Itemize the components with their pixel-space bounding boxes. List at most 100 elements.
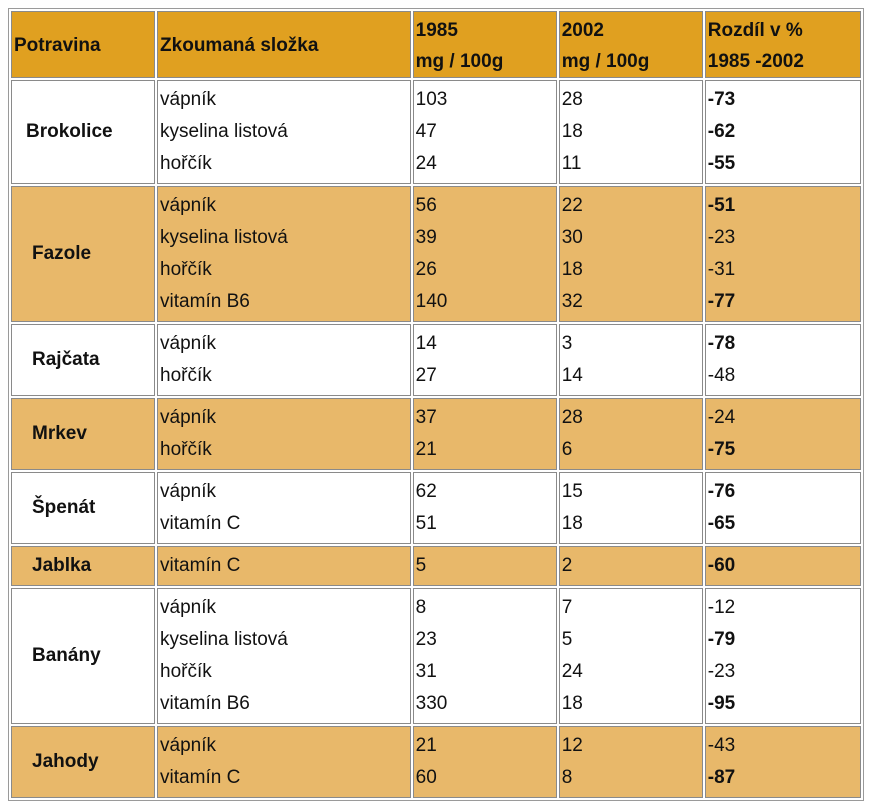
value-1985-value: 23 (415, 629, 437, 650)
diff-value: -73 (707, 89, 736, 110)
value-1985-value: 21 (415, 439, 437, 460)
value-1985-cell: 5 (412, 546, 557, 586)
component-value: kyselina listová (160, 227, 288, 248)
value-2002-cell: 28 6 (558, 398, 703, 470)
value-1985-cell: 37 21 (412, 398, 557, 470)
table-row: Banány vápník kyselina listová hořčík vitamí… (11, 588, 861, 724)
value-2002-cell: 15 18 (558, 472, 703, 544)
diff-cell: -43 -87 (704, 726, 861, 798)
diff-cell: -60 (704, 546, 861, 586)
food-name: Brokolice (11, 80, 156, 184)
value-1985-cell: 14 27 (412, 324, 557, 396)
diff-cell: -73 -62 -55 (704, 80, 861, 184)
component-cell: vápník hořčík (157, 398, 411, 470)
food-name-label: Jablka (32, 555, 92, 576)
value-2002-value: 11 (561, 153, 582, 174)
diff-value: -12 (707, 597, 736, 618)
value-2002-value: 2 (561, 555, 573, 576)
value-1985-value: 14 (415, 333, 437, 354)
diff-value: -24 (707, 407, 736, 428)
food-name: Banány (11, 588, 156, 724)
value-2002-value: 32 (561, 291, 583, 312)
component-value: vápník (160, 89, 217, 110)
component-value: vitamín C (160, 767, 241, 788)
nutrient-table: Potravina Zkoumaná složka 1985 mg / 100g… (8, 8, 864, 801)
value-2002-value: 7 (561, 597, 573, 618)
diff-cell: -24 -75 (704, 398, 861, 470)
value-2002-value: 28 (561, 407, 583, 428)
diff-cell: -51 -23 -31 -77 (704, 186, 861, 322)
diff-value: -77 (707, 291, 736, 312)
value-1985-value: 27 (415, 365, 437, 386)
header-2002-year: 2002 (561, 19, 604, 41)
food-name-label: Brokolice (26, 121, 113, 142)
diff-value: -79 (707, 629, 736, 650)
table-row: Brokolice vápník kyselina listová hořčík 103… (11, 80, 861, 184)
diff-value: -62 (707, 121, 736, 142)
component-cell: vápník vitamín C (157, 472, 411, 544)
value-2002-cell: 28 18 11 (558, 80, 703, 184)
value-2002-value: 22 (561, 195, 583, 216)
value-2002-cell: 12 8 (558, 726, 703, 798)
diff-value: -43 (707, 735, 736, 756)
value-2002-value: 14 (561, 365, 583, 386)
food-name: Jahody (11, 726, 156, 798)
header-2002-unit: mg / 100g (561, 50, 650, 72)
diff-value: -78 (707, 333, 736, 354)
header-diff: Rozdíl v % 1985 -2002 (704, 11, 861, 78)
value-2002-value: 30 (561, 227, 583, 248)
component-value: vápník (160, 333, 217, 354)
food-name: Fazole (11, 186, 156, 322)
value-1985-value: 47 (415, 121, 437, 142)
component-value: vitamín C (160, 555, 241, 576)
value-1985-value: 60 (415, 767, 437, 788)
food-name: Špenát (11, 472, 156, 544)
value-1985-value: 39 (415, 227, 437, 248)
header-component-label: Zkoumaná složka (160, 34, 319, 56)
value-2002-value: 12 (561, 735, 583, 756)
value-1985-value: 62 (415, 481, 437, 502)
diff-value: -87 (707, 767, 736, 788)
diff-value: -55 (707, 153, 736, 174)
food-name-label: Špenát (32, 497, 96, 518)
table-row: Fazole vápník kyselina listová hořčík vitamí… (11, 186, 861, 322)
component-cell: vápník vitamín C (157, 726, 411, 798)
header-1985-unit: mg / 100g (415, 50, 504, 72)
component-value: kyselina listová (160, 121, 288, 142)
value-2002-cell: 2 (558, 546, 703, 586)
value-1985-value: 330 (415, 693, 448, 714)
diff-cell: -76 -65 (704, 472, 861, 544)
value-2002-value: 28 (561, 89, 583, 110)
value-1985-cell: 56 39 26 140 (412, 186, 557, 322)
value-1985-value: 21 (415, 735, 437, 756)
value-1985-cell: 21 60 (412, 726, 557, 798)
component-cell: vápník hořčík (157, 324, 411, 396)
diff-value: -60 (707, 555, 736, 576)
diff-value: -76 (707, 481, 736, 502)
component-cell: vápník kyselina listová hořčík vitamín B6 (157, 186, 411, 322)
table-row: Rajčata vápník hořčík 14 27 3 14 -78 -48 (11, 324, 861, 396)
diff-cell: -78 -48 (704, 324, 861, 396)
value-1985-cell: 62 51 (412, 472, 557, 544)
component-value: vápník (160, 481, 217, 502)
header-1985: 1985 mg / 100g (412, 11, 557, 78)
value-2002-value: 24 (561, 661, 583, 682)
component-value: hořčík (160, 661, 212, 682)
value-1985-value: 56 (415, 195, 437, 216)
value-1985-value: 31 (415, 661, 437, 682)
table-row: Jahody vápník vitamín C 21 60 12 8 -43 -87 (11, 726, 861, 798)
value-2002-cell: 22 30 18 32 (558, 186, 703, 322)
diff-value: -31 (707, 259, 736, 280)
component-value: vápník (160, 597, 217, 618)
value-2002-value: 18 (561, 513, 583, 534)
component-value: vápník (160, 195, 217, 216)
food-name-label: Fazole (32, 243, 92, 264)
component-value: vápník (160, 407, 217, 428)
header-row: Potravina Zkoumaná složka 1985 mg / 100g… (11, 11, 861, 78)
component-value: vápník (160, 735, 217, 756)
component-cell: vápník kyselina listová hořčík (157, 80, 411, 184)
table-wrapper: Potravina Zkoumaná složka 1985 mg / 100g… (8, 8, 864, 801)
table-row: Špenát vápník vitamín C 62 51 15 18 -76 -65 (11, 472, 861, 544)
value-1985-cell: 8 23 31 330 (412, 588, 557, 724)
header-diff-range: 1985 -2002 (707, 50, 804, 72)
